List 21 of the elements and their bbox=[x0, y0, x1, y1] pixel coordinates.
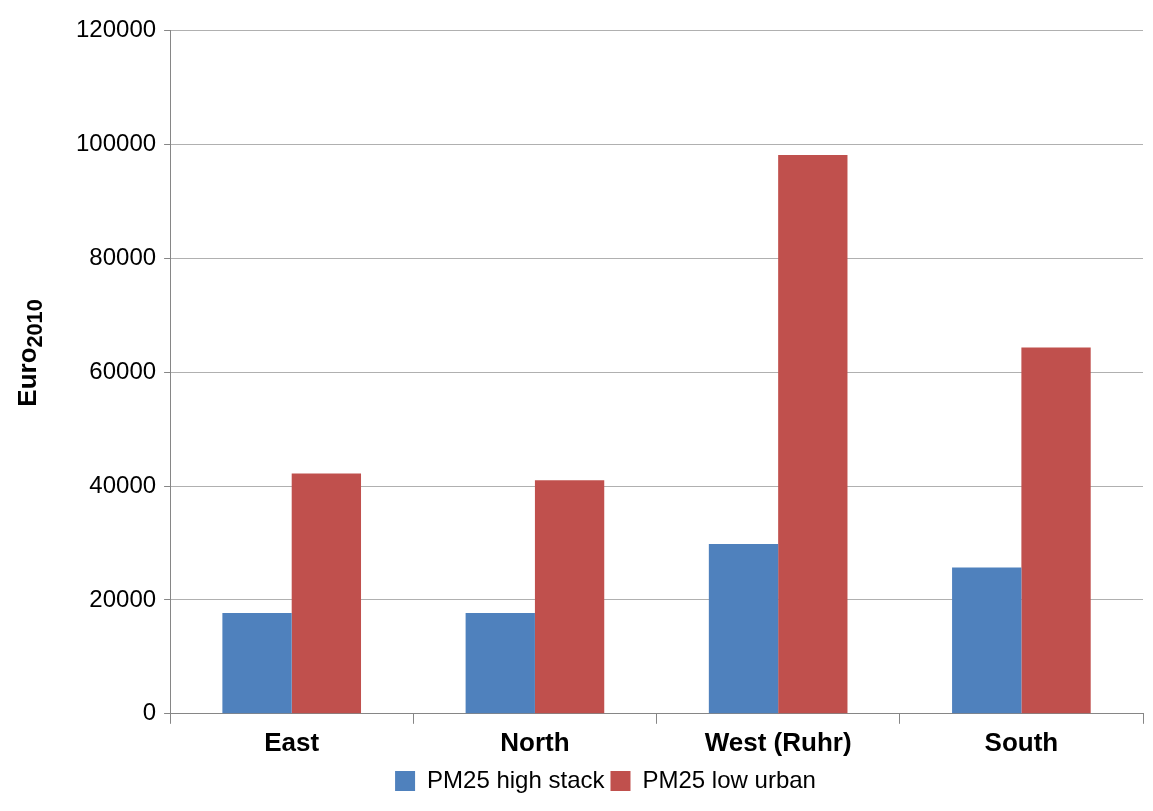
y-tick-label: 120000 bbox=[75, 15, 157, 43]
bar bbox=[291, 473, 362, 714]
legend-label: PM25 low urban bbox=[642, 765, 816, 793]
bar bbox=[534, 480, 605, 714]
bar bbox=[222, 613, 292, 714]
y-tick-label: 60000 bbox=[89, 356, 157, 384]
y-tick-label: 40000 bbox=[89, 470, 157, 498]
x-tick-label: West (Ruhr) bbox=[704, 726, 852, 757]
bar bbox=[778, 155, 848, 714]
x-tick-label: East bbox=[264, 726, 320, 757]
y-tick-label: 20000 bbox=[89, 584, 157, 612]
legend-label: PM25 high stack bbox=[427, 765, 606, 793]
x-tick-label: North bbox=[500, 726, 570, 757]
x-tick-label: South bbox=[984, 726, 1059, 757]
bar bbox=[465, 613, 535, 714]
bar bbox=[952, 567, 1022, 714]
y-tick-label: 100000 bbox=[75, 128, 157, 156]
bar bbox=[708, 544, 779, 714]
y-tick-label: 0 bbox=[142, 698, 157, 726]
y-tick-label: 80000 bbox=[89, 242, 157, 270]
bar bbox=[1021, 347, 1091, 714]
